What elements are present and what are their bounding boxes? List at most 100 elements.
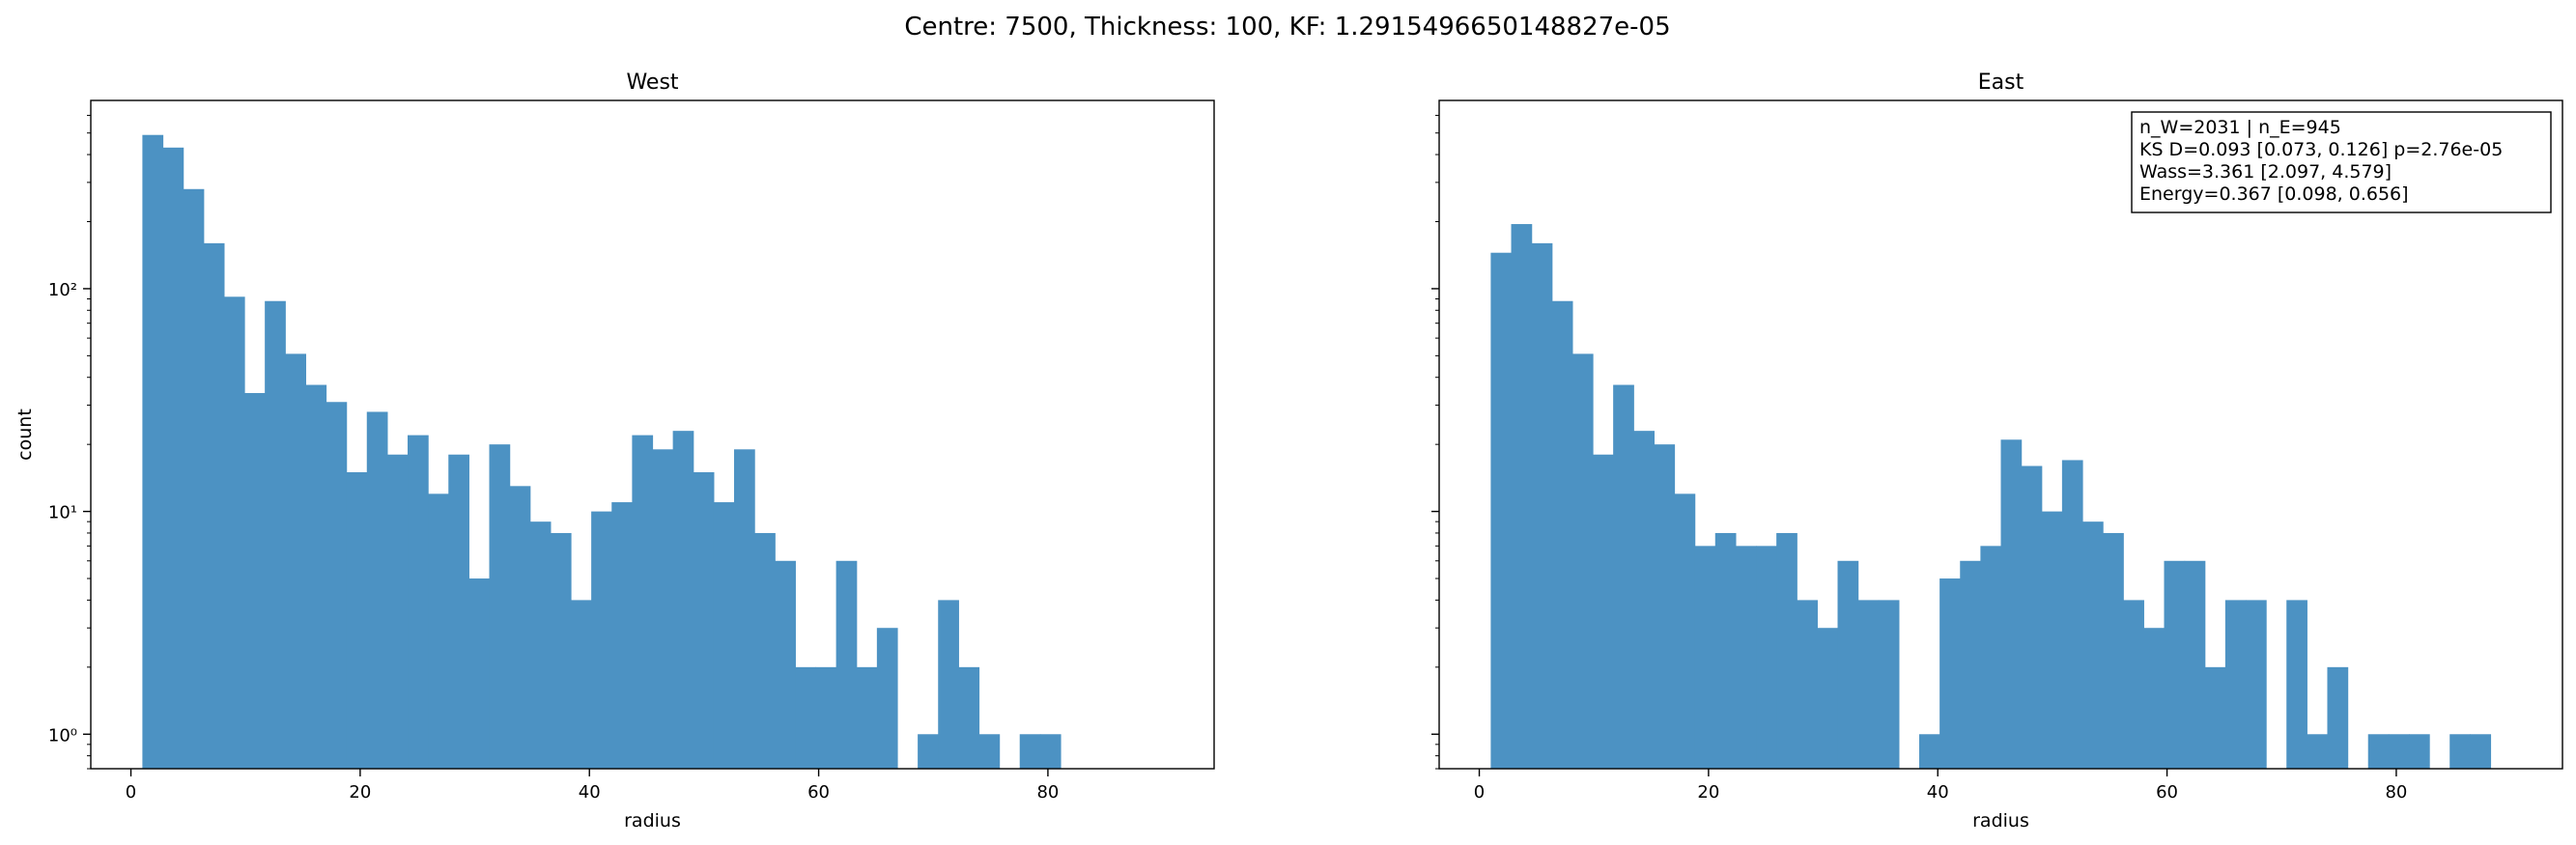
east-bar [1817, 628, 1839, 769]
west-bar [1019, 734, 1041, 769]
east-bar [1756, 546, 1777, 769]
west-bar [734, 449, 755, 769]
east-bar [1674, 493, 1696, 769]
east-bar [2000, 439, 2023, 769]
west-bar [775, 560, 796, 769]
west-bar [611, 502, 633, 769]
west-bar [203, 242, 225, 770]
west-bar [489, 444, 511, 769]
east-bar [1571, 353, 1594, 769]
west-bar [672, 431, 694, 769]
east-bar [1797, 600, 1818, 769]
east-bar [2245, 600, 2267, 769]
west-y-label: count [14, 408, 36, 461]
east-bar [1857, 600, 1880, 769]
west-bar [978, 734, 1001, 769]
west-y-tick-label: 10¹ [48, 503, 77, 523]
east-bar [1694, 546, 1716, 769]
east-bar [2204, 666, 2226, 769]
east-x-tick-label: 0 [1474, 782, 1485, 803]
stats-line: KS D=0.093 [0.073, 0.126] p=2.76e-05 [2139, 139, 2503, 160]
west-bar [693, 471, 715, 769]
west-x-tick-label: 40 [579, 782, 601, 803]
west-bar [550, 532, 572, 769]
west-bar [876, 628, 898, 769]
east-bar [2082, 521, 2104, 769]
east-bar [2143, 628, 2166, 769]
east-bar [1878, 600, 1900, 769]
west-x-tick-label: 0 [126, 782, 136, 803]
west-bar [958, 666, 980, 769]
west-bar [713, 502, 735, 769]
west-x-tick-label: 80 [1036, 782, 1059, 803]
east-bar [2164, 560, 2186, 769]
west-bar [918, 734, 939, 769]
west-bar [815, 666, 837, 769]
east-bar [2286, 600, 2307, 769]
west-bar [856, 666, 878, 769]
west-bar [223, 296, 245, 769]
east-bar [1551, 300, 1573, 769]
west-title: West [626, 70, 678, 95]
east-title: East [1978, 70, 2024, 95]
west-bar [652, 449, 674, 769]
west-bar [162, 147, 184, 769]
west-bar [265, 300, 286, 769]
figure-title: Centre: 7500, Thickness: 100, KF: 1.2915… [904, 13, 1670, 42]
west-bar [591, 511, 612, 769]
east-bar [2388, 734, 2410, 769]
west-bar [285, 353, 306, 769]
stats-line: Wass=3.361 [2.097, 4.579] [2139, 161, 2392, 183]
east-bar [2408, 734, 2430, 769]
east-bar [1837, 560, 1859, 769]
east-bar [1776, 532, 1798, 769]
west-x-tick-label: 20 [349, 782, 371, 803]
west-bar [386, 454, 409, 769]
east-x-tick-label: 20 [1697, 782, 1719, 803]
east-bar [1593, 454, 1614, 769]
west-y-tick-label: 10⁰ [48, 725, 77, 746]
east-axes-frame [1438, 99, 2563, 770]
west-bar [1039, 734, 1062, 769]
east-bar [2021, 465, 2043, 769]
east-bar [2327, 666, 2349, 769]
east-bar [1633, 431, 1655, 769]
west-x-label: radius [624, 810, 681, 831]
east-bar [1714, 532, 1737, 769]
east-bar [2103, 532, 2124, 769]
west-panel: 0 20 40 60 80 10⁰ 10¹ 10² West radius count [14, 70, 1215, 831]
west-bar [408, 435, 429, 769]
east-bar [2041, 511, 2063, 769]
west-bar [244, 393, 266, 769]
west-y-tick-label: 10² [48, 280, 77, 300]
west-bar [366, 411, 388, 769]
east-bar [2307, 734, 2329, 769]
west-bar [428, 493, 449, 769]
east-bar [1531, 242, 1553, 770]
west-bar [835, 560, 858, 769]
east-x-tick-label: 60 [2156, 782, 2178, 803]
east-bar [1980, 546, 2002, 769]
west-bar [326, 402, 348, 769]
east-x-tick-label: 80 [2385, 782, 2407, 803]
east-bar [2449, 734, 2471, 769]
west-axes-frame [90, 99, 1215, 770]
east-bar [1960, 560, 1981, 769]
east-panel: 0 20 40 60 80 East radius n_W=2031 | n_E=945KS … [1431, 70, 2563, 831]
west-bar [305, 384, 327, 769]
east-bar [2061, 460, 2083, 769]
west-bar [183, 188, 205, 770]
west-bar [448, 454, 469, 769]
east-bar [1613, 384, 1634, 769]
east-bar [1490, 252, 1513, 770]
east-bar [2470, 734, 2492, 769]
west-bar [754, 532, 776, 769]
west-bar [795, 666, 817, 769]
stats-line: Energy=0.367 [0.098, 0.656] [2139, 183, 2409, 205]
stats-line: n_W=2031 | n_E=945 [2139, 117, 2341, 138]
west-x-tick-label: 60 [807, 782, 830, 803]
west-bar [468, 578, 491, 769]
east-bar [2123, 600, 2144, 769]
west-bar [571, 600, 592, 769]
west-bar [529, 521, 552, 769]
